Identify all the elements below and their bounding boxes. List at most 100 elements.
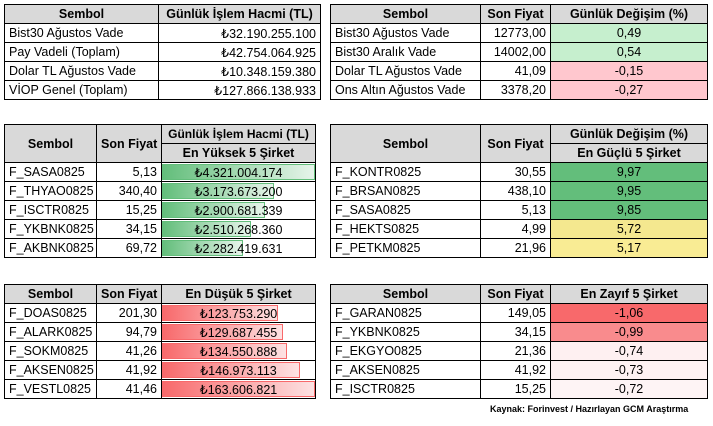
table-row: F_AKSEN0825 41,92 ₺146.973.113 (4, 360, 316, 380)
header-row: Sembol Son Fiyat Günlük Değişim (%) (330, 4, 708, 24)
change-cell: 5,72 (550, 219, 708, 239)
table-row: F_YKBNK0825 34,15 -0,99 (330, 322, 708, 342)
table-row: F_ISCTR0825 15,25 ₺2.900.681.339 (4, 200, 316, 220)
viop-price-table: Sembol Son Fiyat Günlük Değişim (%) Bist… (330, 4, 708, 100)
price-cell: 34,15 (480, 322, 551, 342)
price-cell: 201,30 (96, 303, 162, 323)
viop-volume-table: Sembol Günlük İşlem Hacmi (TL) Bist30 Ağ… (4, 4, 321, 100)
symbol-cell: F_THYAO0825 (4, 181, 97, 201)
volume-value: ₺3.173.673.200 (194, 184, 283, 199)
volume-bar (162, 362, 300, 378)
change-cell: -0,72 (550, 379, 708, 399)
table-row: Bist30 Ağustos Vade ₺32.190.255.100 (4, 23, 321, 43)
table-row: Bist30 Ağustos Vade 12773,00 0,49 (330, 23, 708, 43)
price-cell: 34,15 (96, 219, 162, 239)
table-row: F_SASA0825 5,13 ₺4.321.004.174 (4, 162, 316, 182)
col-header: Sembol (330, 4, 481, 24)
symbol-cell: Bist30 Ağustos Vade (330, 23, 481, 43)
subheader: En Yüksek 5 Şirket (161, 143, 316, 163)
gainers-table: Sembol Son Fiyat Günlük Değişim (%) En G… (330, 124, 708, 258)
volume-bar (162, 343, 288, 359)
symbol-cell: F_AKBNK0825 (4, 238, 97, 258)
change-cell: 9,95 (550, 181, 708, 201)
volume-bar (162, 164, 315, 180)
price-cell: 41,92 (480, 360, 551, 380)
symbol-cell: F_SASA0825 (4, 162, 97, 182)
symbol-cell: F_SASA0825 (330, 200, 481, 220)
header-row: Sembol Son Fiyat Günlük İşlem Hacmi (TL) (4, 124, 316, 163)
symbol-cell: F_YKBNK0825 (4, 219, 97, 239)
change-cell: -1,06 (550, 303, 708, 323)
volume-value: ₺146.973.113 (200, 363, 277, 378)
table-row: F_PETKM0825 21,96 5,17 (330, 238, 708, 258)
change-cell: -0,74 (550, 341, 708, 361)
volume-cell: ₺42.754.064.925 (158, 42, 321, 62)
volume-value: ₺123.753.290 (199, 306, 278, 321)
symbol-cell: F_ALARK0825 (4, 322, 97, 342)
table-row: Bist30 Aralık Vade 14002,00 0,54 (330, 42, 708, 62)
symbol-cell: F_PETKM0825 (330, 238, 481, 258)
volume-value: ₺2.282.419.631 (194, 241, 283, 256)
subheader-row: En Güçlü 5 Şirket (331, 143, 708, 163)
volume-cell: ₺2.282.419.631 (161, 238, 316, 258)
volume-bar (162, 221, 251, 237)
symbol-cell: F_AKSEN0825 (330, 360, 481, 380)
losers-table: Sembol Son Fiyat En Zayıf 5 Şirket F_GAR… (330, 284, 708, 399)
table-row: F_THYAO0825 340,40 ₺3.173.673.200 (4, 181, 316, 201)
table-row: F_HEKTS0825 4,99 5,72 (330, 219, 708, 239)
volume-cell: ₺2.900.681.339 (161, 200, 316, 220)
symbol-cell: F_HEKTS0825 (330, 219, 481, 239)
price-cell: 5,13 (96, 162, 162, 182)
change-cell: -0,27 (550, 80, 708, 100)
table-row: VİOP Genel (Toplam) ₺127.866.138.933 (4, 80, 321, 100)
col-header: Son Fiyat (96, 284, 162, 304)
col-header: Günlük İşlem Hacmi (TL) (158, 4, 321, 24)
volume-value: ₺2.510.268.360 (194, 222, 283, 237)
col-header: Günlük İşlem Hacmi (TL) (161, 124, 316, 144)
price-cell: 15,25 (96, 200, 162, 220)
price-cell: 41,46 (96, 379, 162, 399)
col-header: En Düşük 5 Şirket (161, 284, 316, 304)
top-volume-table: Sembol Son Fiyat Günlük İşlem Hacmi (TL)… (4, 124, 316, 258)
change-cell: 0,49 (550, 23, 708, 43)
volume-cell: ₺134.550.888 (161, 341, 316, 361)
volume-cell: ₺3.173.673.200 (161, 181, 316, 201)
col-header: Son Fiyat (480, 124, 551, 163)
table-row: F_AKBNK0825 69,72 ₺2.282.419.631 (4, 238, 316, 258)
change-cell: 0,54 (550, 42, 708, 62)
symbol-cell: F_KONTR0825 (330, 162, 481, 182)
volume-value: ₺2.900.681.339 (194, 203, 283, 218)
change-cell: -0,99 (550, 322, 708, 342)
table-row: F_BRSAN0825 438,10 9,95 (330, 181, 708, 201)
volume-value: ₺163.606.821 (199, 382, 278, 397)
col-header: Günlük Değişim (%) (550, 124, 708, 144)
table-row: F_GARAN0825 149,05 -1,06 (330, 303, 708, 323)
price-cell: 149,05 (480, 303, 551, 323)
symbol-cell: F_EKGYO0825 (330, 341, 481, 361)
volume-value: ₺4.321.004.174 (194, 165, 283, 180)
table-row: F_SASA0825 5,13 9,85 (330, 200, 708, 220)
table-row: Ons Altın Ağustos Vade 3378,20 -0,27 (330, 80, 708, 100)
price-cell: 15,25 (480, 379, 551, 399)
price-cell: 438,10 (480, 181, 551, 201)
change-cell: -0,73 (550, 360, 708, 380)
col-header: Günlük Değişim (%) (550, 4, 708, 24)
symbol-cell: F_AKSEN0825 (4, 360, 97, 380)
price-cell: 21,36 (480, 341, 551, 361)
symbol-cell: Bist30 Ağustos Vade (4, 23, 159, 43)
price-cell: 14002,00 (480, 42, 551, 62)
symbol-cell: Bist30 Aralık Vade (330, 42, 481, 62)
change-cell: 9,85 (550, 200, 708, 220)
table-row: F_EKGYO0825 21,36 -0,74 (330, 341, 708, 361)
volume-value: ₺134.550.888 (199, 344, 278, 359)
col-header: Son Fiyat (480, 284, 551, 304)
col-header: En Zayıf 5 Şirket (550, 284, 708, 304)
symbol-cell: Dolar TL Ağustos Vade (330, 61, 481, 81)
volume-cell: ₺146.973.113 (161, 360, 316, 380)
volume-cell: ₺4.321.004.174 (161, 162, 316, 182)
symbol-cell: Dolar TL Ağustos Vade (4, 61, 159, 81)
symbol-cell: VİOP Genel (Toplam) (4, 80, 159, 100)
header-row: Sembol Günlük İşlem Hacmi (TL) (4, 4, 321, 24)
price-cell: 94,79 (96, 322, 162, 342)
volume-value: ₺129.687.455 (199, 325, 278, 340)
